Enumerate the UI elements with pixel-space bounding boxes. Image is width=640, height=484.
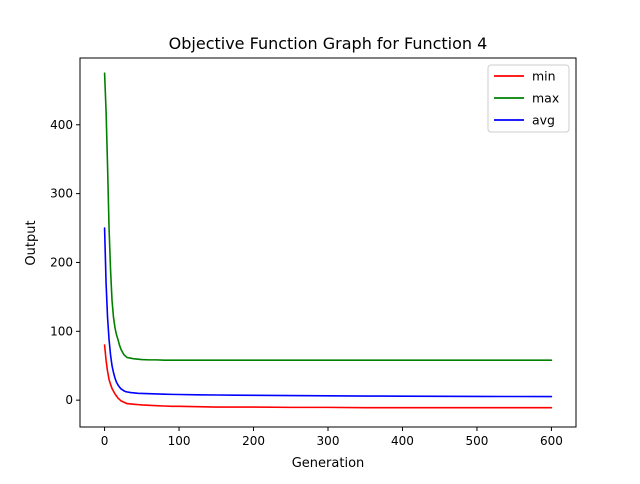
series-line-max — [103, 72, 553, 362]
plot-series — [103, 72, 553, 409]
y-tick-label: 200 — [50, 255, 73, 269]
y-tick-label: 300 — [50, 187, 73, 201]
x-tick-label: 300 — [317, 434, 340, 448]
y-axis-ticks: 0 100 200 300 400 — [50, 118, 80, 407]
legend-label-min: min — [532, 69, 556, 84]
y-axis-label: Output — [24, 220, 39, 265]
x-tick-label: 600 — [540, 434, 563, 448]
x-tick-label: 500 — [465, 434, 488, 448]
x-axis-ticks: 0 100 200 300 400 500 600 — [101, 427, 563, 448]
x-tick-label: 0 — [101, 434, 109, 448]
legend-label-avg: avg — [532, 113, 555, 128]
y-tick-label: 400 — [50, 118, 73, 132]
x-tick-label: 200 — [242, 434, 265, 448]
x-tick-label: 100 — [168, 434, 191, 448]
x-axis-label: Generation — [292, 456, 365, 471]
y-tick-label: 100 — [50, 324, 73, 338]
series-line-min — [103, 344, 553, 409]
series-line-avg — [103, 227, 553, 398]
x-tick-label: 400 — [391, 434, 414, 448]
legend-box — [487, 64, 570, 133]
plot-frame — [79, 57, 577, 428]
legend: min max avg — [487, 64, 570, 133]
y-tick-label: 0 — [65, 393, 73, 407]
legend-label-max: max — [532, 91, 559, 106]
chart-title: Objective Function Graph for Function 4 — [169, 34, 488, 53]
